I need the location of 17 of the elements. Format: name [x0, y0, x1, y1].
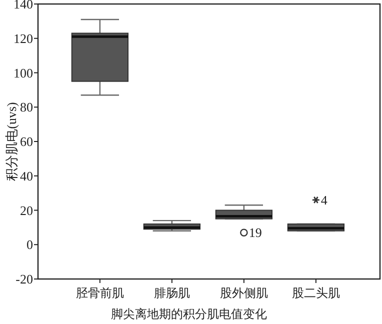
y-tick-label: 20	[20, 202, 33, 218]
y-axis-title: 积分肌电(uvs)	[4, 102, 19, 181]
annotation: 19	[248, 225, 262, 240]
y-tick-label: -20	[16, 272, 33, 286]
y-tick-label: 60	[20, 134, 33, 149]
y-tick-label: 140	[14, 0, 33, 12]
y-tick-label: 100	[14, 65, 33, 80]
y-tick-label: 40	[20, 168, 33, 184]
x-tick-label: 腓肠肌	[154, 286, 190, 300]
x-axis-title: 脚尖离地期的积分肌电值变化	[111, 307, 267, 321]
y-tick-label: 80	[20, 100, 33, 115]
x-tick-label: 股外侧肌	[220, 286, 268, 300]
x-tick-label: 股二头肌	[292, 286, 340, 300]
y-tick-label: 120	[14, 30, 33, 46]
y-tick-label: 0	[26, 237, 33, 252]
annotation: 4	[320, 192, 328, 208]
x-tick-label: 胫骨前肌	[76, 286, 124, 300]
